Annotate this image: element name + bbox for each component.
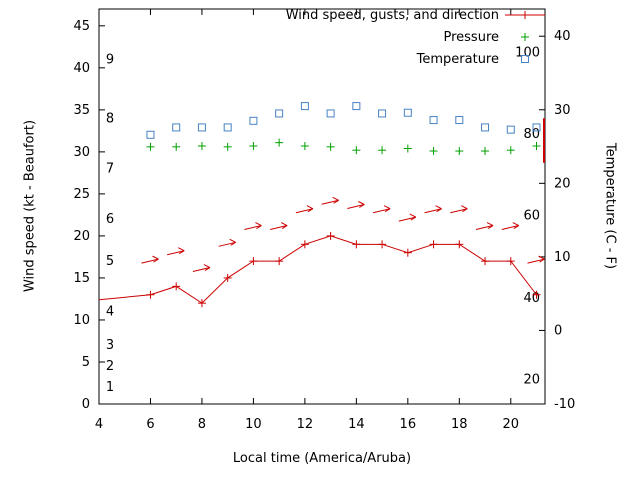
right-axis-ticks: -10 0 10 20 30 40 bbox=[539, 29, 575, 412]
legend-label-wind: Wind speed, gusts, and direction bbox=[285, 7, 499, 23]
svg-text:30: 30 bbox=[73, 145, 90, 160]
svg-text:9: 9 bbox=[106, 52, 114, 67]
svg-text:2: 2 bbox=[106, 359, 114, 374]
svg-text:60: 60 bbox=[523, 209, 540, 224]
plot-frame bbox=[98, 8, 546, 405]
svg-text:10: 10 bbox=[554, 250, 571, 265]
svg-text:5: 5 bbox=[106, 254, 114, 269]
svg-text:18: 18 bbox=[451, 417, 468, 432]
legend-item-temperature: Temperature bbox=[286, 48, 545, 70]
svg-text:6: 6 bbox=[146, 417, 154, 432]
svg-text:35: 35 bbox=[73, 103, 90, 118]
svg-text:7: 7 bbox=[106, 162, 114, 177]
legend: Wind speed, gusts, and direction Pressur… bbox=[286, 4, 545, 70]
svg-text:-10: -10 bbox=[554, 397, 575, 412]
svg-text:30: 30 bbox=[554, 103, 571, 118]
svg-text:40: 40 bbox=[73, 61, 90, 76]
wind-line-sample-icon bbox=[505, 11, 545, 19]
svg-text:8: 8 bbox=[106, 111, 114, 126]
svg-text:12: 12 bbox=[297, 417, 314, 432]
svg-text:80: 80 bbox=[523, 127, 540, 142]
legend-item-wind: Wind speed, gusts, and direction bbox=[286, 4, 545, 26]
svg-text:20: 20 bbox=[502, 417, 519, 432]
svg-text:0: 0 bbox=[82, 397, 90, 412]
legend-label-pressure: Pressure bbox=[443, 29, 499, 45]
legend-item-pressure: Pressure bbox=[286, 26, 545, 48]
y-axis-label-left: Wind speed (kt - Beaufort) bbox=[22, 119, 38, 293]
svg-text:6: 6 bbox=[106, 212, 114, 227]
svg-text:10: 10 bbox=[73, 313, 90, 328]
svg-text:8: 8 bbox=[198, 417, 206, 432]
x-axis-ticks: 4 6 8 10 12 14 16 18 20 bbox=[95, 9, 519, 432]
x-axis-label: Local time (America/Aruba) bbox=[232, 451, 412, 466]
temperature-square-sample-icon bbox=[521, 55, 529, 63]
svg-text:1: 1 bbox=[106, 380, 114, 395]
svg-text:20: 20 bbox=[73, 229, 90, 244]
svg-text:20: 20 bbox=[523, 373, 540, 388]
y-axis-label-right: Temperature (C - F) bbox=[602, 142, 618, 270]
svg-text:16: 16 bbox=[400, 417, 417, 432]
left-axis-ticks: 0 5 10 15 20 25 30 35 40 45 bbox=[73, 19, 105, 412]
svg-text:5: 5 bbox=[82, 355, 90, 370]
beaufort-scale-labels: 1 2 3 4 5 6 7 8 9 bbox=[106, 52, 114, 395]
pressure-series bbox=[146, 138, 541, 156]
svg-text:0: 0 bbox=[554, 323, 562, 338]
svg-text:4: 4 bbox=[106, 305, 114, 320]
svg-text:14: 14 bbox=[348, 417, 365, 432]
svg-text:4: 4 bbox=[95, 417, 103, 432]
temperature-series bbox=[146, 102, 541, 139]
wind-gusts-series bbox=[141, 196, 545, 273]
svg-text:10: 10 bbox=[245, 417, 262, 432]
svg-text:15: 15 bbox=[73, 271, 90, 286]
wind-speed-series bbox=[98, 231, 541, 308]
svg-text:20: 20 bbox=[554, 176, 571, 191]
svg-text:40: 40 bbox=[523, 291, 540, 306]
svg-text:25: 25 bbox=[73, 187, 90, 202]
legend-label-temperature: Temperature bbox=[416, 51, 499, 67]
svg-text:45: 45 bbox=[73, 19, 90, 34]
svg-text:3: 3 bbox=[106, 338, 114, 353]
svg-text:40: 40 bbox=[554, 29, 571, 44]
pressure-plus-sample-icon bbox=[521, 33, 529, 41]
